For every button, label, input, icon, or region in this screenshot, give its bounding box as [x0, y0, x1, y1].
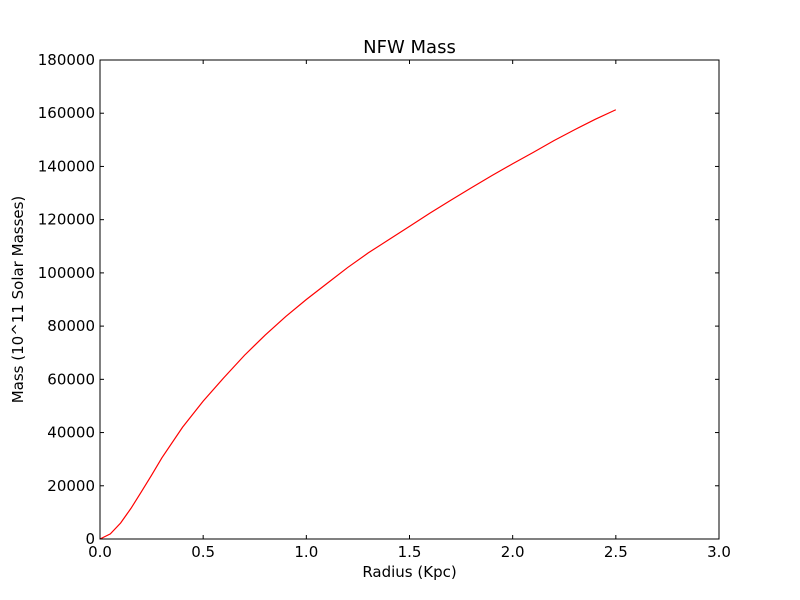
x-tick-label: 1.0 — [294, 543, 318, 561]
axis-ticks: 0.0 0.5 1.0 1.5 2.0 2.5 3.0 0 20000 40000 60000 800… — [38, 51, 731, 561]
y-tick-label: 60000 — [47, 370, 95, 388]
x-tick-label: 2.0 — [501, 543, 525, 561]
x-tick-label: 0.0 — [88, 543, 112, 561]
y-tick-label: 180000 — [38, 51, 95, 69]
y-tick-label: 140000 — [38, 157, 95, 175]
y-tick-label: 120000 — [38, 211, 95, 229]
y-tick-label: 0 — [85, 530, 95, 548]
x-tick-label: 1.5 — [398, 543, 422, 561]
x-tick-label: 0.5 — [191, 543, 215, 561]
x-axis-title: Radius (Kpc) — [362, 563, 456, 581]
y-tick-label: 160000 — [38, 104, 95, 122]
y-axis-title: Mass (10^11 Solar Masses) — [9, 196, 27, 404]
y-tick-label: 40000 — [47, 424, 95, 442]
x-tick-label: 2.5 — [604, 543, 628, 561]
plot-area — [99, 109, 617, 540]
chart-title: NFW Mass — [363, 37, 456, 58]
y-tick-label: 80000 — [47, 317, 95, 335]
y-tick-label: 20000 — [47, 477, 95, 495]
series-line-0 — [99, 109, 617, 540]
y-tick-label: 100000 — [38, 264, 95, 282]
x-tick-label: 3.0 — [707, 543, 731, 561]
